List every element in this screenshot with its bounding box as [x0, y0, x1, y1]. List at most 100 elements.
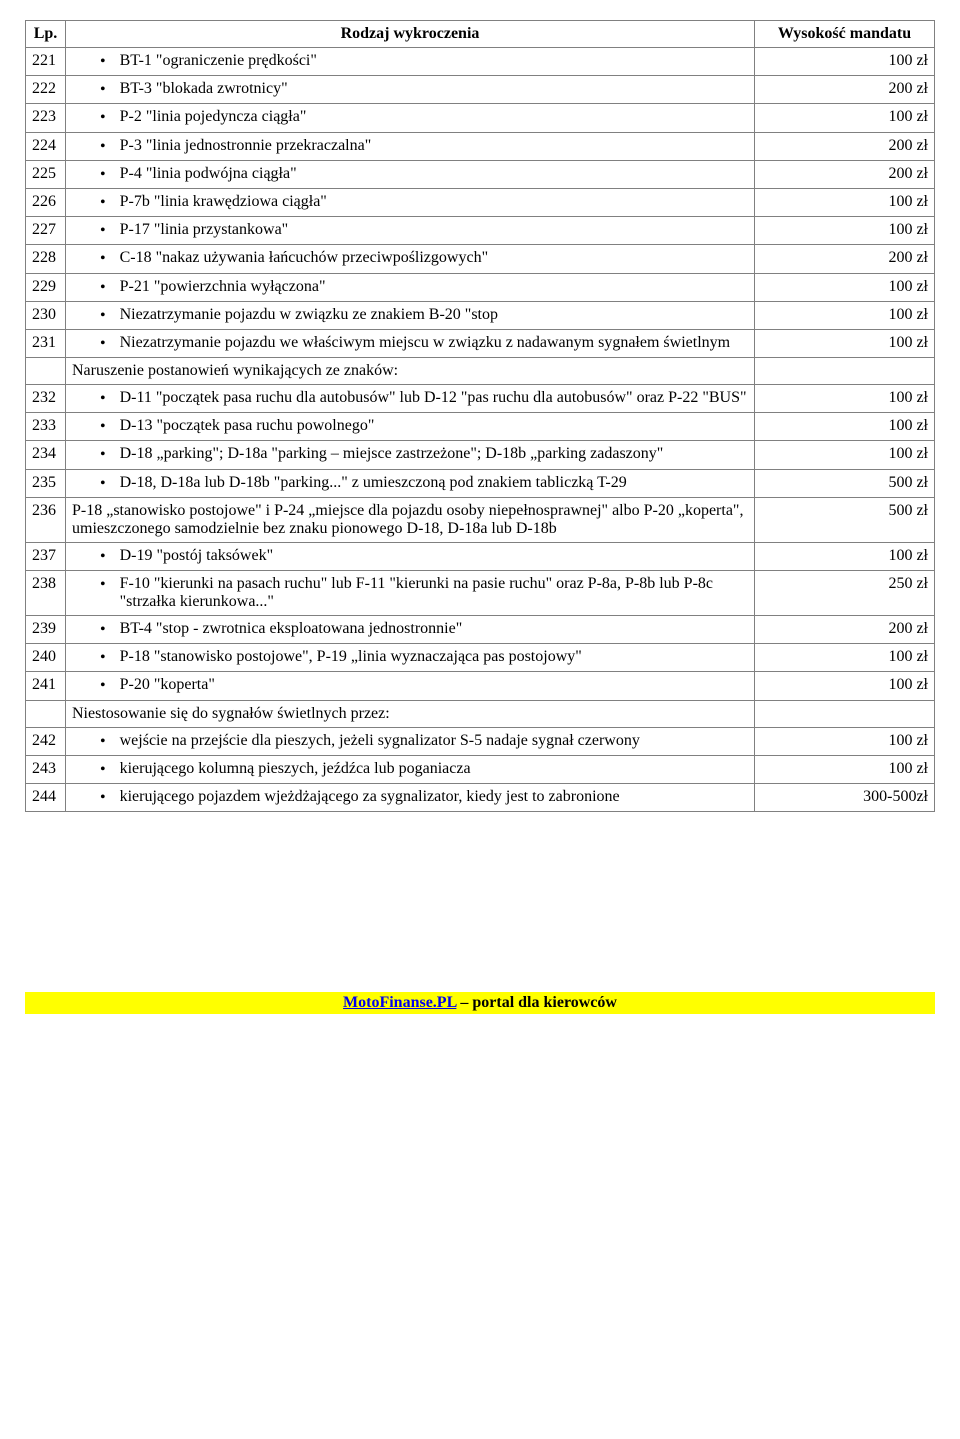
row-lp: 226 — [26, 188, 66, 216]
table-row: 240•P-18 "stanowisko postojowe", P-19 „l… — [26, 644, 935, 672]
footer-link[interactable]: MotoFinanse.PL — [343, 994, 456, 1011]
bullet-icon: • — [72, 306, 120, 325]
table-header-row: Lp. Rodzaj wykroczenia Wysokość mandatu — [26, 21, 935, 48]
table-row: 237•D-19 "postój taksówek"100 zł — [26, 542, 935, 570]
row-lp: 237 — [26, 542, 66, 570]
bullet-icon: • — [72, 389, 120, 408]
bullet-icon: • — [72, 80, 120, 99]
row-desc: •P-20 "koperta" — [66, 672, 755, 700]
row-desc: •P-4 "linia podwójna ciągła" — [66, 160, 755, 188]
row-lp: 224 — [26, 132, 66, 160]
row-lp: 228 — [26, 245, 66, 273]
row-amount: 100 zł — [755, 672, 935, 700]
row-amount: 100 zł — [755, 104, 935, 132]
row-desc: •D-11 "początek pasa ruchu dla autobusów… — [66, 385, 755, 413]
table-row: 225•P-4 "linia podwójna ciągła"200 zł — [26, 160, 935, 188]
row-lp — [26, 358, 66, 385]
table-row: 223•P-2 "linia pojedyncza ciągła"100 zł — [26, 104, 935, 132]
table-row: 234•D-18 „parking"; D-18a "parking – mie… — [26, 441, 935, 469]
bullet-icon: • — [72, 575, 120, 594]
table-row: 227•P-17 "linia przystankowa"100 zł — [26, 217, 935, 245]
row-desc: •D-19 "postój taksówek" — [66, 542, 755, 570]
row-text: kierującego kolumną pieszych, jeźdźca lu… — [120, 760, 748, 778]
row-desc: •BT-1 "ograniczenie prędkości" — [66, 48, 755, 76]
row-text: Niezatrzymanie pojazdu we właściwym miej… — [120, 334, 748, 352]
row-desc: •D-18, D-18a lub D-18b "parking..." z um… — [66, 469, 755, 497]
row-amount: 100 zł — [755, 413, 935, 441]
row-lp: 230 — [26, 301, 66, 329]
row-desc: •Niezatrzymanie pojazdu we właściwym mie… — [66, 329, 755, 357]
row-lp: 233 — [26, 413, 66, 441]
bullet-icon: • — [72, 474, 120, 493]
row-amount: 200 zł — [755, 616, 935, 644]
table-row: 235•D-18, D-18a lub D-18b "parking..." z… — [26, 469, 935, 497]
row-lp: 243 — [26, 755, 66, 783]
row-amount: 500 zł — [755, 469, 935, 497]
row-text: BT-1 "ograniczenie prędkości" — [120, 52, 748, 70]
row-text: P-3 "linia jednostronnie przekraczalna" — [120, 137, 748, 155]
row-text: P-2 "linia pojedyncza ciągła" — [120, 108, 748, 126]
row-desc: •P-3 "linia jednostronnie przekraczalna" — [66, 132, 755, 160]
row-amount: 100 zł — [755, 727, 935, 755]
table-row: 222•BT-3 "blokada zwrotnicy"200 zł — [26, 76, 935, 104]
bullet-icon: • — [72, 676, 120, 695]
bullet-icon: • — [72, 547, 120, 566]
bullet-icon: • — [72, 249, 120, 268]
violations-table: Lp. Rodzaj wykroczenia Wysokość mandatu … — [25, 20, 935, 812]
table-row: 224•P-3 "linia jednostronnie przekraczal… — [26, 132, 935, 160]
row-amount: 100 zł — [755, 273, 935, 301]
row-desc: Naruszenie postanowień wynikających ze z… — [66, 358, 755, 385]
row-amount: 100 zł — [755, 441, 935, 469]
row-lp — [26, 700, 66, 727]
table-row: 241•P-20 "koperta"100 zł — [26, 672, 935, 700]
table-row: 226•P-7b "linia krawędziowa ciągła"100 z… — [26, 188, 935, 216]
bullet-icon: • — [72, 445, 120, 464]
row-desc: •kierującego pojazdem wjeżdżającego za s… — [66, 783, 755, 811]
bullet-icon: • — [72, 620, 120, 639]
row-text: P-4 "linia podwójna ciągła" — [120, 165, 748, 183]
row-desc: •Niezatrzymanie pojazdu w związku ze zna… — [66, 301, 755, 329]
table-row: 238•F-10 "kierunki na pasach ruchu" lub … — [26, 571, 935, 616]
row-desc: Niestosowanie się do sygnałów świetlnych… — [66, 700, 755, 727]
table-row: 232•D-11 "początek pasa ruchu dla autobu… — [26, 385, 935, 413]
bullet-icon: • — [72, 137, 120, 156]
row-lp: 227 — [26, 217, 66, 245]
row-desc: •P-18 "stanowisko postojowe", P-19 „lini… — [66, 644, 755, 672]
bullet-icon: • — [72, 193, 120, 212]
footer-bar: MotoFinanse.PL – portal dla kierowców — [25, 992, 935, 1014]
table-row: 242•wejście na przejście dla pieszych, j… — [26, 727, 935, 755]
header-amt: Wysokość mandatu — [755, 21, 935, 48]
row-desc: •P-17 "linia przystankowa" — [66, 217, 755, 245]
row-text: BT-3 "blokada zwrotnicy" — [120, 80, 748, 98]
row-amount: 100 zł — [755, 301, 935, 329]
row-desc: •P-21 "powierzchnia wyłączona" — [66, 273, 755, 301]
table-row: 228 •C-18 "nakaz używania łańcuchów przec… — [26, 245, 935, 273]
row-text: kierującego pojazdem wjeżdżającego za sy… — [120, 788, 748, 806]
row-amount: 100 zł — [755, 644, 935, 672]
row-desc: •BT-4 "stop - zwrotnica eksploatowana je… — [66, 616, 755, 644]
row-text: D-11 "początek pasa ruchu dla autobusów"… — [120, 389, 748, 407]
row-text: BT-4 "stop - zwrotnica eksploatowana jed… — [120, 620, 748, 638]
row-lp: 241 — [26, 672, 66, 700]
row-amount: 200 zł — [755, 160, 935, 188]
bullet-icon: • — [72, 108, 120, 127]
row-desc: •D-18 „parking"; D-18a "parking – miejsc… — [66, 441, 755, 469]
row-desc: •wejście na przejście dla pieszych, jeże… — [66, 727, 755, 755]
bullet-icon: • — [72, 221, 120, 240]
table-row: 221•BT-1 "ograniczenie prędkości"100 zł — [26, 48, 935, 76]
bullet-icon: • — [72, 648, 120, 667]
row-lp: 240 — [26, 644, 66, 672]
table-row: 233•D-13 "początek pasa ruchu powolnego"… — [26, 413, 935, 441]
row-desc: •F-10 "kierunki na pasach ruchu" lub F-1… — [66, 571, 755, 616]
row-text: D-18, D-18a lub D-18b "parking..." z umi… — [120, 474, 748, 492]
row-text: C-18 "nakaz używania łańcuchów przeciwpo… — [120, 249, 748, 267]
row-lp: 242 — [26, 727, 66, 755]
row-lp: 231 — [26, 329, 66, 357]
row-text: Niezatrzymanie pojazdu w związku ze znak… — [120, 306, 748, 324]
table-row: 230•Niezatrzymanie pojazdu w związku ze … — [26, 301, 935, 329]
table-row: 239•BT-4 "stop - zwrotnica eksploatowana… — [26, 616, 935, 644]
row-amount: 100 zł — [755, 48, 935, 76]
table-row: 244•kierującego pojazdem wjeżdżającego z… — [26, 783, 935, 811]
row-text: P-21 "powierzchnia wyłączona" — [120, 278, 748, 296]
bullet-icon: • — [72, 52, 120, 71]
